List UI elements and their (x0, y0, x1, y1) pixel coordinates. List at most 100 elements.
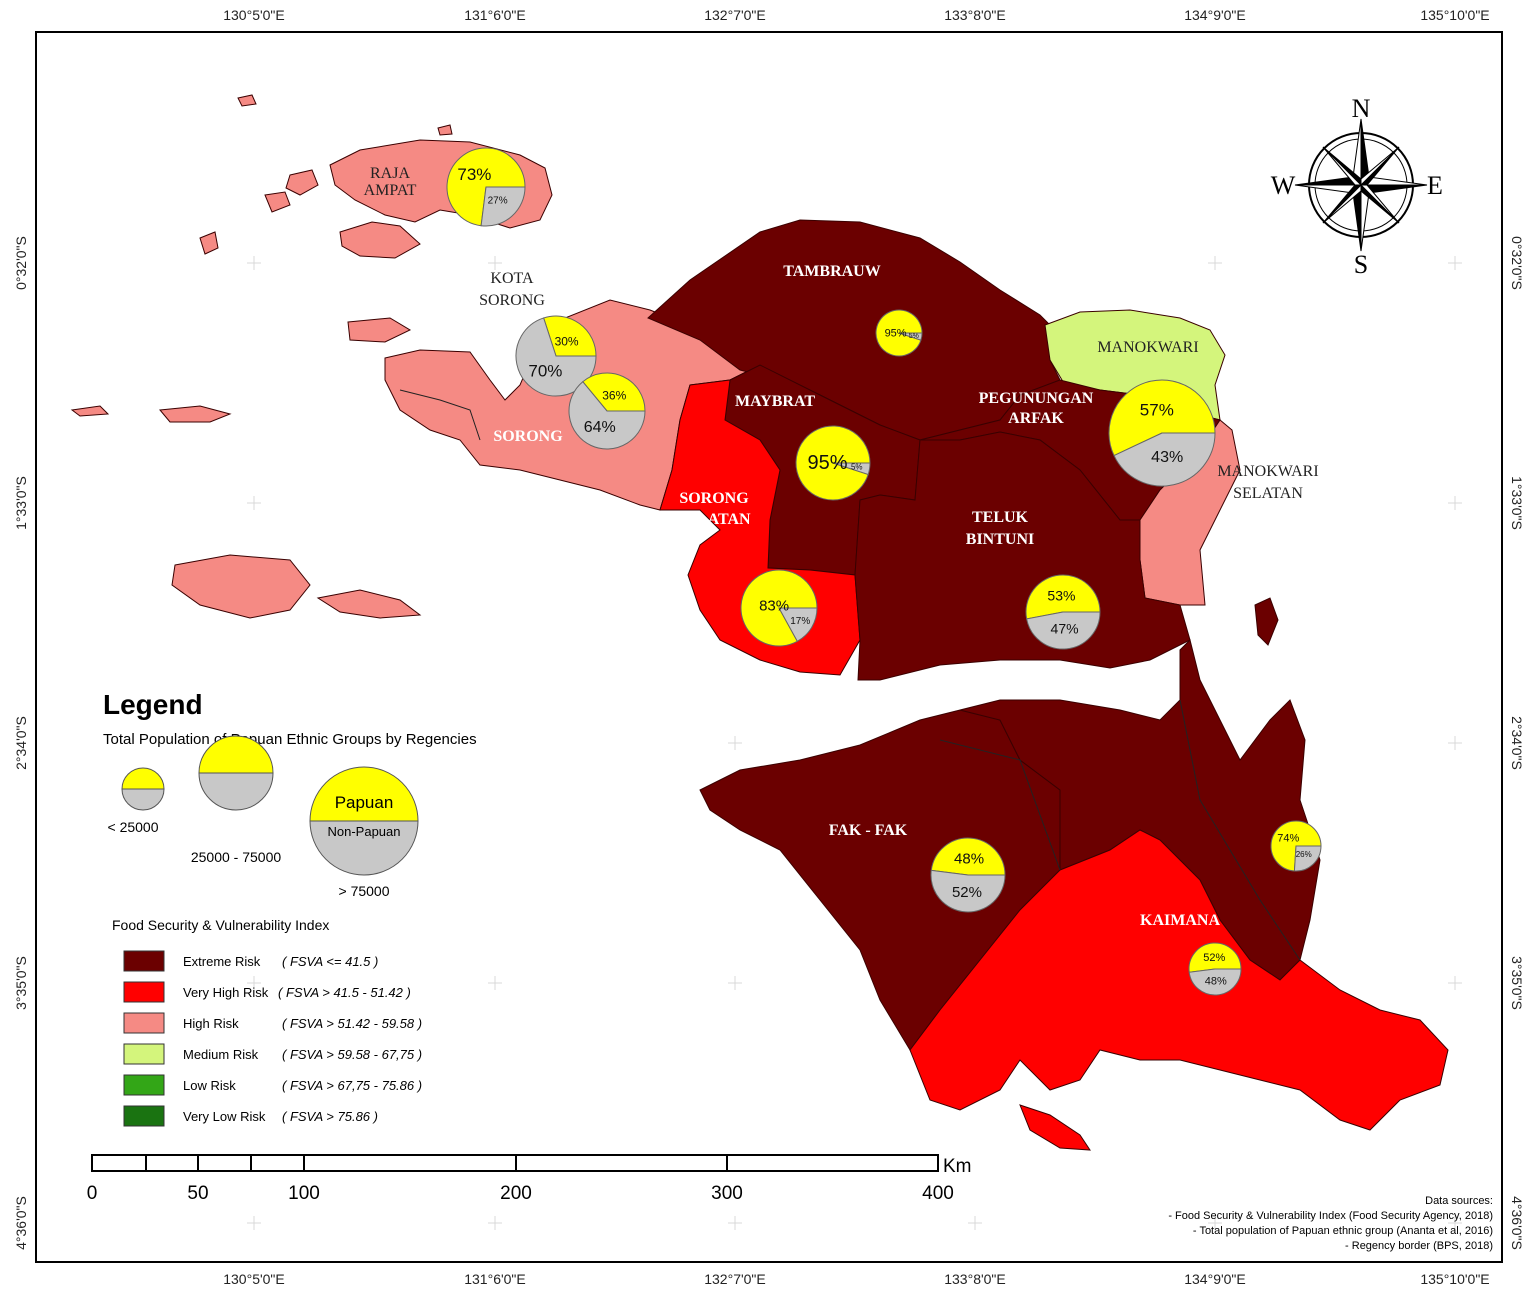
legend-pie-large (309, 766, 419, 876)
lat-label: 0°32'0"S (13, 236, 29, 290)
pie-label-non-papuan: 17% (790, 616, 810, 627)
pie-label-non-papuan: 47% (1051, 620, 1079, 636)
lon-label: 133°8'0"E (944, 7, 1006, 23)
pie-slice-non-papuan (898, 332, 923, 341)
sources-title: Data sources: (1425, 1195, 1493, 1207)
source-line: - Food Security & Vulnerability Index (F… (1168, 1210, 1493, 1222)
pie-label-non-papuan: 27% (488, 196, 508, 207)
pie-label-papuan: 48% (954, 851, 984, 868)
longitude-labels-top: 130°5'0"E 131°6'0"E 132°7'0"E 133°8'0"E … (223, 7, 1489, 23)
pie-chart: 36% 64% (568, 372, 646, 450)
pie-slice-non-papuan (778, 607, 818, 642)
region-label: TELUK (972, 509, 1029, 526)
region-label: FAK - FAK (829, 822, 908, 839)
pie-slice-papuan (582, 372, 646, 412)
pie-label-non-papuan: 5% (909, 333, 919, 340)
pie-label-non-papuan: 64% (584, 419, 616, 436)
region-label: MAYBRAT (735, 393, 815, 410)
legend-fsva-title: Food Security & Vulnerability Index (112, 917, 329, 933)
legend-swatch-medium (123, 1043, 165, 1065)
pie-label-non-papuan: 70% (528, 362, 562, 381)
lon-label: 135°10'0"E (1420, 1271, 1489, 1287)
longitude-labels-bottom: 130°5'0"E 131°6'0"E 132°7'0"E 133°8'0"E … (223, 1271, 1489, 1287)
pie-label-papuan: 74% (1277, 833, 1299, 845)
pie-slice-papuan (1188, 942, 1242, 973)
legend-non-papuan-label: Non-Papuan (328, 824, 401, 839)
pie-chart: 74% 26% (1270, 820, 1322, 872)
compass-east: E (1427, 171, 1443, 200)
legend-item-label: Low Risk (183, 1078, 236, 1093)
legend-pop-class: 25000 - 75000 (191, 849, 282, 865)
scale-unit: Km (943, 1156, 972, 1177)
legend-swatch-low (123, 1074, 165, 1096)
lon-label: 131°6'0"E (464, 7, 526, 23)
lat-label: 3°35'0"S (13, 956, 29, 1010)
scale-tick: 400 (922, 1183, 954, 1204)
pie-chart: 52% 48% (1188, 942, 1242, 996)
legend-swatch-high (123, 1012, 165, 1034)
pie-label-papuan: 57% (1140, 401, 1174, 420)
region-label: KAIMANA (1140, 912, 1220, 929)
pie-slice-papuan (1025, 574, 1101, 620)
compass-rose-icon: N S E W (1271, 94, 1443, 279)
lat-label: 3°35'0"S (1509, 956, 1525, 1010)
pie-chart: 57% 43% (1108, 379, 1216, 487)
pie-chart: 30% 70% (515, 315, 597, 397)
region-label: AMPAT (364, 182, 417, 199)
lon-label: 133°8'0"E (944, 1271, 1006, 1287)
legend-pop-title: Total Population of Papuan Ethnic Groups… (103, 731, 477, 748)
pie-label-papuan: 52% (1203, 952, 1225, 964)
island-wondama-east (1254, 597, 1279, 646)
legend-swatch-very-low (123, 1105, 165, 1127)
pie-slice-non-papuan (480, 186, 526, 227)
pie-slice-non-papuan (1293, 845, 1322, 872)
legend-pop-class: < 25000 (108, 819, 159, 835)
scale-tick: 50 (187, 1183, 208, 1204)
lon-label: 131°6'0"E (464, 1271, 526, 1287)
region-label: MANOKWARI (1097, 339, 1198, 356)
pie-slice-papuan (1270, 820, 1322, 872)
region-label: TAMBRAUW (783, 263, 880, 280)
compass-north: N (1352, 94, 1371, 123)
pie-slice-non-papuan (1026, 611, 1101, 650)
lat-label: 4°36'0"S (1509, 1196, 1525, 1250)
regions (70, 94, 1449, 1151)
lon-label: 134°9'0"E (1184, 7, 1246, 23)
legend-item-range: ( FSVA > 59.58 - 67,75 ) (282, 1047, 422, 1062)
pie-label-papuan: 53% (1047, 587, 1075, 603)
pie-label-papuan: 30% (555, 335, 579, 349)
region-labels: RAJA AMPAT KOTA SORONG SORONG TAMBRAUW M… (364, 165, 1404, 933)
compass-south: S (1354, 250, 1368, 279)
pie-slice-papuan (740, 569, 818, 647)
lon-label: 132°7'0"E (704, 7, 766, 23)
lon-label: 132°7'0"E (704, 1271, 766, 1287)
region-label: SORONG (479, 292, 545, 309)
legend-pop-class: > 75000 (339, 883, 390, 899)
pie-slice-non-papuan (832, 462, 871, 476)
legend: Legend Total Population of Papuan Ethnic… (103, 689, 477, 1127)
lat-label: 1°33'0"S (13, 476, 29, 530)
pie-label-non-papuan: 48% (1205, 976, 1227, 988)
legend-pie-medium (198, 735, 274, 811)
pie-chart: 48% 52% (930, 837, 1006, 913)
pie-label-non-papuan: 43% (1151, 449, 1183, 466)
pie-chart: 95% 5% (795, 425, 871, 501)
lon-label: 134°9'0"E (1184, 1271, 1246, 1287)
region-kaimana (909, 829, 1449, 1131)
legend-item-label: Very Low Risk (183, 1109, 266, 1124)
pie-label-papuan: 95% (808, 452, 848, 474)
data-sources: Data sources: - Food Security & Vulnerab… (1168, 1195, 1493, 1252)
legend-item-label: Very High Risk (183, 985, 269, 1000)
legend-title: Legend (103, 689, 203, 720)
region-label: PEGUNUNGAN (979, 390, 1094, 407)
scale-bar: Km 0 50 100 200 300 400 (87, 1154, 972, 1204)
region-label: BINTUNI (966, 531, 1034, 548)
pie-label-papuan: 95% (885, 327, 907, 339)
pie-chart: 53% 47% (1025, 574, 1101, 650)
lat-label: 4°36'0"S (13, 1196, 29, 1250)
legend-item-label: Extreme Risk (183, 954, 261, 969)
pie-slice-papuan (930, 837, 1006, 876)
region-label: ARFAK (1008, 410, 1064, 427)
pie-label-papuan: 73% (457, 165, 491, 184)
source-line: - Regency border (BPS, 2018) (1345, 1240, 1493, 1252)
